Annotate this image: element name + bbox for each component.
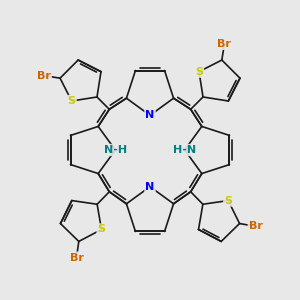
Text: Br: Br (37, 70, 51, 81)
Text: S: S (224, 196, 232, 206)
Text: S: S (98, 224, 106, 235)
Text: Br: Br (249, 221, 262, 231)
Text: H-N: H-N (173, 145, 196, 155)
Text: N: N (146, 110, 154, 120)
Text: S: S (68, 96, 76, 106)
Text: Br: Br (70, 253, 83, 262)
Text: S: S (195, 67, 203, 77)
Text: N-H: N-H (104, 145, 127, 155)
Text: Br: Br (218, 39, 231, 49)
Text: N: N (146, 182, 154, 192)
